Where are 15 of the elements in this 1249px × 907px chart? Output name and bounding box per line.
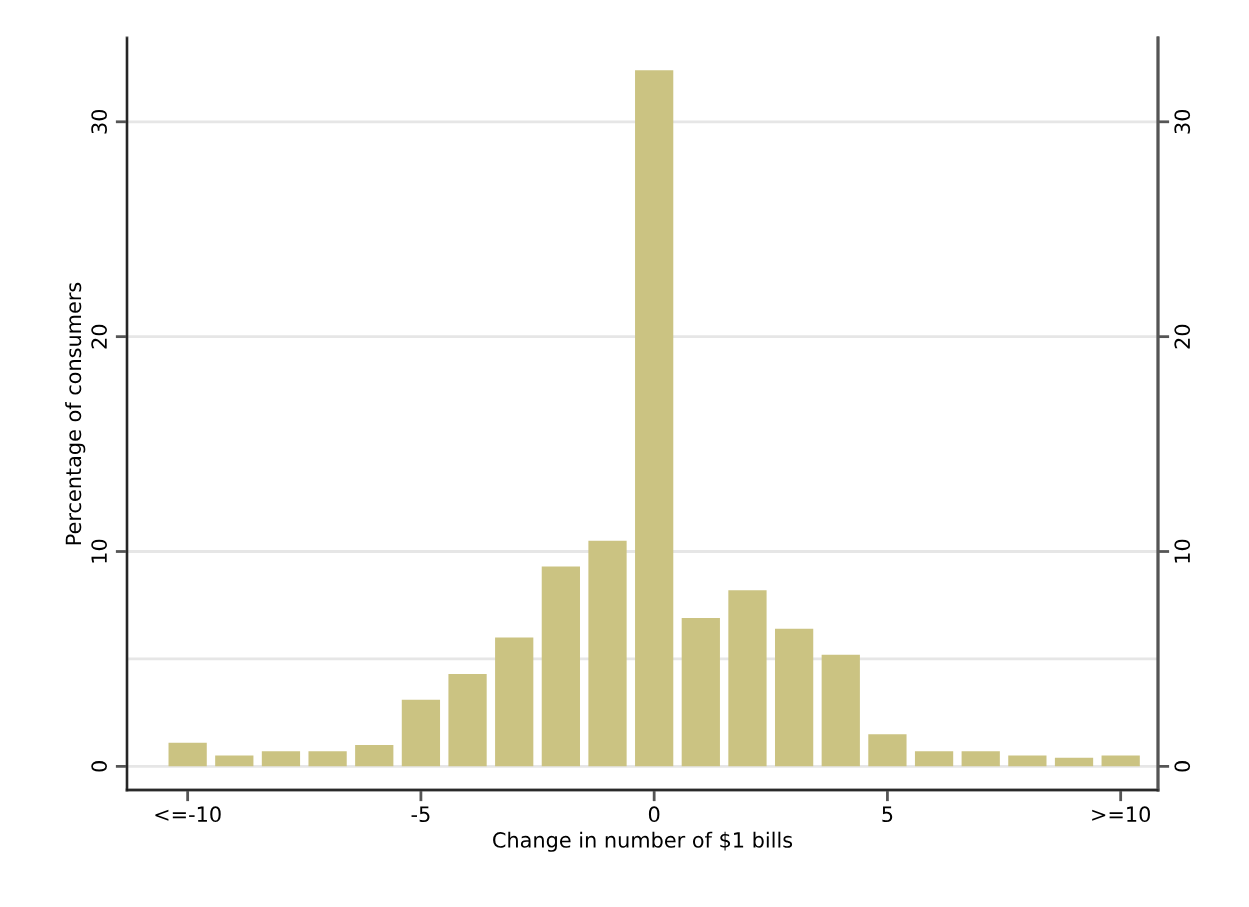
- y-tick-label: 20: [91, 324, 107, 349]
- y-tick-label: 30: [91, 109, 107, 134]
- x-tick-label: 5: [882, 806, 893, 823]
- y2-tick-label: 10: [1174, 539, 1191, 563]
- y-tick-label: 0: [91, 761, 107, 772]
- x-tick-label: >=10: [1092, 806, 1150, 823]
- x-axis-title: Change in number of $1 bills: [493, 831, 793, 852]
- x-tick-label: 0: [648, 806, 660, 823]
- y-tick-label: 10: [91, 539, 107, 563]
- x-tick-label: -5: [411, 806, 430, 823]
- y-axis-title: Percentage of consumers: [65, 282, 86, 545]
- y2-tick-label: 20: [1174, 324, 1191, 349]
- x-tick-label: <=-10: [155, 806, 221, 823]
- y2-tick-label: 30: [1174, 109, 1191, 134]
- y2-tick-label: 0: [1174, 761, 1191, 772]
